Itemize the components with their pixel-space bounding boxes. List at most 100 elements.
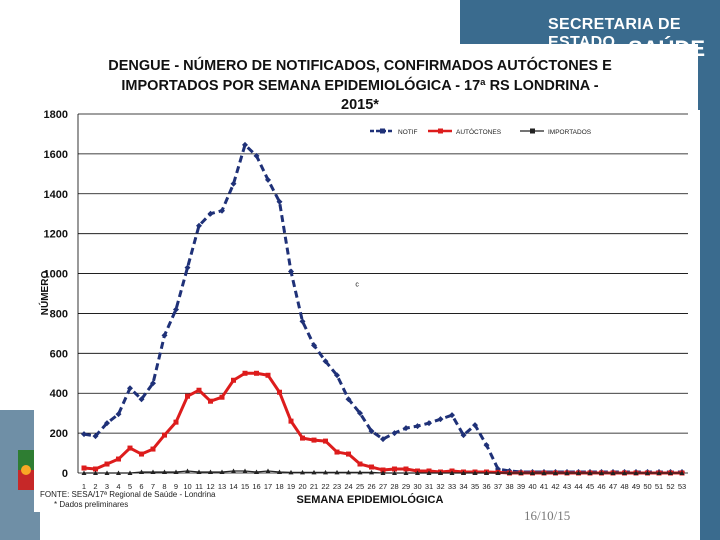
y-tick-label: 1600	[44, 149, 68, 161]
y-tick-label: 800	[50, 308, 68, 320]
data-point	[610, 470, 616, 475]
data-point	[403, 470, 409, 475]
data-point	[173, 306, 179, 313]
data-point	[345, 396, 352, 403]
data-point	[357, 410, 363, 417]
data-point	[622, 470, 627, 475]
x-tick-label: 19	[287, 482, 295, 491]
x-tick-label: 47	[609, 482, 617, 491]
x-tick-label: 23	[333, 482, 341, 491]
annotation-label: c	[355, 282, 359, 289]
data-point	[277, 389, 282, 395]
y-tick-label: 200	[50, 428, 68, 440]
data-point	[576, 470, 581, 475]
data-point	[115, 411, 122, 418]
data-point	[93, 470, 98, 475]
y-tick-label: 0	[62, 468, 68, 480]
x-tick-label: 17	[264, 482, 272, 491]
data-point	[81, 431, 87, 438]
x-tick-label: 21	[310, 482, 318, 491]
chart-title-line2: IMPORTADOS POR SEMANA EPIDEMIOLÓGICA - 1…	[121, 78, 599, 94]
data-point	[127, 470, 133, 475]
legend-label-1: AUTÓCTONES	[456, 127, 502, 136]
data-point	[161, 332, 168, 339]
data-point	[380, 467, 386, 473]
y-tick-label: 1800	[44, 109, 68, 121]
data-point	[645, 470, 650, 475]
x-tick-label: 11	[195, 482, 203, 491]
x-tick-label: 39	[517, 482, 525, 491]
x-tick-label: 32	[436, 482, 444, 491]
x-tick-label: 49	[632, 482, 640, 491]
legend-label-0: NOTIF	[398, 129, 418, 136]
data-point	[449, 470, 455, 475]
data-point	[392, 466, 397, 472]
x-tick-label: 30	[413, 482, 421, 491]
x-tick-label: 35	[471, 482, 479, 491]
data-point	[92, 433, 99, 440]
data-point	[173, 419, 179, 425]
x-tick-label: 42	[551, 482, 559, 491]
y-tick-label: 600	[50, 348, 68, 360]
data-point	[668, 470, 673, 475]
data-point	[553, 470, 558, 475]
data-point	[300, 435, 305, 441]
x-tick-label: 9	[174, 482, 178, 491]
x-tick-label: 20	[298, 482, 306, 491]
data-point	[242, 468, 248, 474]
data-point	[219, 469, 225, 475]
data-point	[357, 461, 363, 467]
x-tick-label: 1	[82, 482, 86, 491]
data-point	[93, 466, 98, 472]
data-point	[219, 394, 225, 400]
data-point	[564, 470, 570, 475]
x-tick-label: 37	[494, 482, 502, 491]
data-point	[656, 470, 662, 475]
data-point	[530, 470, 535, 475]
x-tick-label: 44	[574, 482, 582, 491]
data-point	[587, 470, 593, 475]
data-point	[346, 451, 351, 457]
data-point	[311, 469, 317, 475]
data-point	[300, 469, 305, 475]
data-point	[392, 470, 397, 475]
data-point	[230, 180, 237, 187]
x-tick-label: 14	[229, 482, 237, 491]
data-point	[104, 420, 110, 427]
data-point	[265, 176, 271, 183]
data-point	[541, 470, 547, 475]
data-point	[288, 418, 294, 424]
legend-label-2: IMPORTADOS	[548, 129, 592, 136]
data-point	[139, 469, 144, 475]
chart-title-line3: 2015*	[341, 97, 379, 113]
x-tick-label: 18	[275, 482, 283, 491]
data-point	[265, 468, 271, 474]
x-tick-label: 38	[505, 482, 513, 491]
data-point	[369, 469, 374, 475]
x-tick-label: 10	[183, 482, 191, 491]
data-point	[449, 412, 455, 419]
data-point	[265, 372, 271, 378]
data-point	[334, 372, 340, 379]
data-point	[288, 268, 294, 275]
x-tick-label: 4	[116, 482, 120, 491]
data-point	[254, 370, 259, 376]
data-point	[150, 469, 156, 475]
data-point	[276, 198, 283, 205]
data-point	[184, 264, 191, 271]
data-point	[104, 470, 110, 475]
x-tick-label: 28	[390, 482, 398, 491]
data-point	[231, 468, 236, 474]
data-point	[127, 385, 133, 392]
data-point	[150, 446, 156, 452]
data-point	[116, 470, 121, 475]
x-tick-label: 36	[482, 482, 490, 491]
data-point	[185, 468, 190, 474]
y-axis-title: NÚMERO	[38, 271, 51, 316]
data-point	[196, 387, 202, 393]
data-point	[219, 207, 225, 214]
data-point	[207, 210, 214, 217]
data-point	[162, 432, 167, 438]
x-tick-label: 5	[128, 482, 132, 491]
